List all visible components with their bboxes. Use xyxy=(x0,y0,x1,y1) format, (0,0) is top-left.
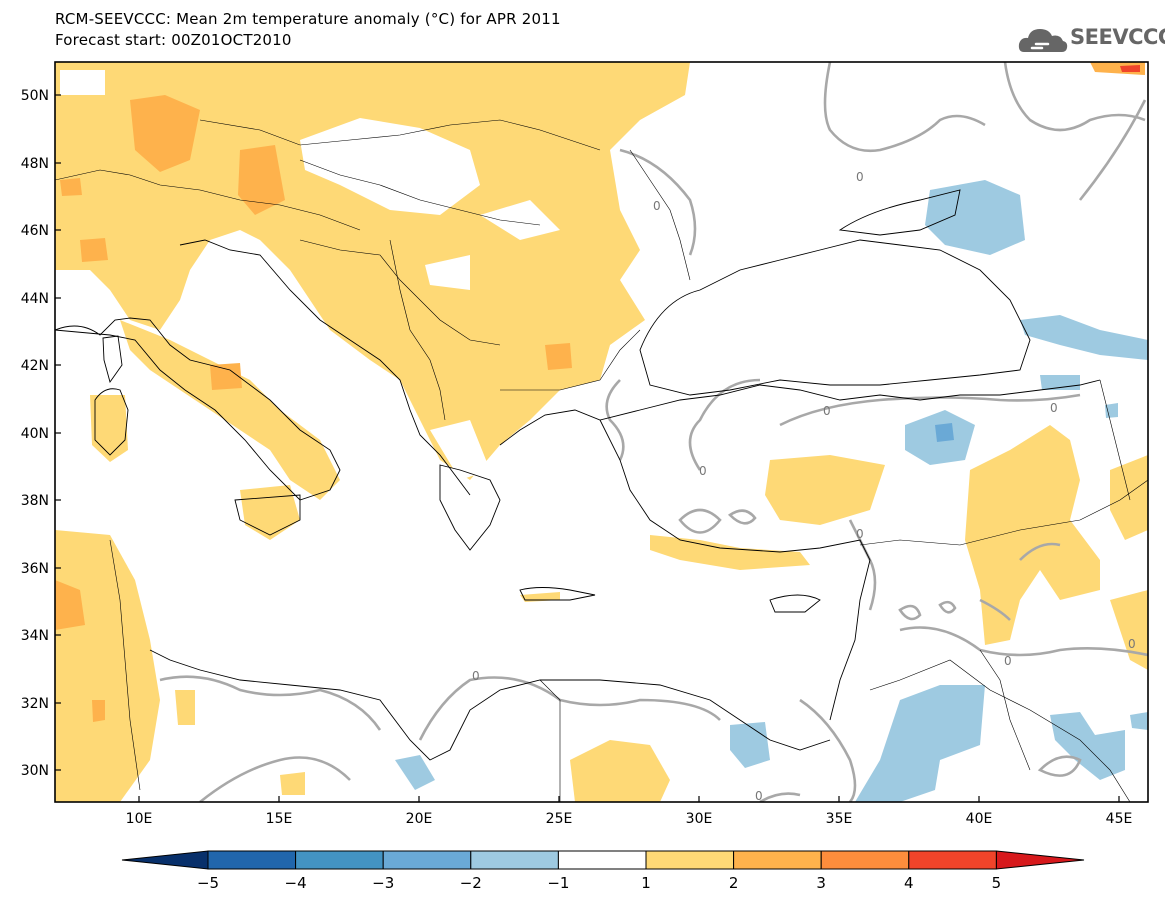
anomaly-shading-strong xyxy=(1120,65,1140,72)
colorbar-label: −5 xyxy=(197,874,219,892)
contour-label: 0 xyxy=(856,170,864,184)
lon-label: 25E xyxy=(546,811,573,827)
lat-label: 42N xyxy=(21,358,49,374)
contour-label: 0 xyxy=(1004,654,1012,668)
map-frame xyxy=(54,61,1149,803)
colorbar-segment xyxy=(207,850,297,870)
lat-label: 46N xyxy=(21,223,49,239)
anomaly-shading-neutral xyxy=(60,70,560,480)
map-area: 0 0 0 0 0 0 0 0 0 0 xyxy=(55,62,1148,803)
longitude-labels: 10E 15E 20E 25E 30E 35E 40E 45E xyxy=(126,811,1133,827)
country-borders xyxy=(55,119,1148,802)
lat-label: 32N xyxy=(21,696,49,712)
colorbar-label: −3 xyxy=(372,874,394,892)
colorbar-label: −4 xyxy=(285,874,307,892)
colorbar-segment xyxy=(557,850,647,870)
contour-label: 0 xyxy=(1050,401,1058,415)
lon-label: 20E xyxy=(406,811,433,827)
logo-text: SEEVCCC xyxy=(1070,25,1165,49)
lat-label: 38N xyxy=(21,493,49,509)
lat-label: 44N xyxy=(21,291,49,307)
forecast-start-subtitle: Forecast start: 00Z01OCT2010 xyxy=(55,31,292,49)
anomaly-shading-warm xyxy=(55,62,1148,802)
cloud-icon xyxy=(1018,29,1068,52)
lon-label: 15E xyxy=(266,811,293,827)
lon-label: 10E xyxy=(126,811,153,827)
anomaly-shading-moderate xyxy=(55,62,1145,722)
colorbar-segment xyxy=(820,850,910,870)
lon-label: 40E xyxy=(966,811,993,827)
lat-label: 50N xyxy=(21,88,49,104)
colorbar-label: 1 xyxy=(641,874,651,892)
contour-label: 0 xyxy=(472,669,480,683)
lon-label: 30E xyxy=(686,811,713,827)
colorbar-label: 4 xyxy=(904,874,914,892)
colorbar-label: 3 xyxy=(816,874,826,892)
colorbar-label: 2 xyxy=(729,874,739,892)
contour-label: 0 xyxy=(699,464,707,478)
anomaly-shading-cool xyxy=(395,180,1148,802)
colorbar-high-arrow xyxy=(995,850,1085,870)
seevccc-logo: SEEVCCC xyxy=(1018,22,1165,58)
contour-label: 0 xyxy=(856,527,864,541)
map-title: RCM-SEEVCCC: Mean 2m temperature anomaly… xyxy=(55,10,561,28)
coastlines xyxy=(55,189,1101,761)
colorbar-label: 5 xyxy=(992,874,1002,892)
colorbar-segment xyxy=(470,850,559,870)
colorbar-segment xyxy=(733,850,822,870)
lat-label: 30N xyxy=(21,763,49,779)
contour-label: 0 xyxy=(653,199,661,213)
colorbar-low-arrow xyxy=(121,850,209,870)
colorbar-segment xyxy=(295,850,384,870)
lon-label: 45E xyxy=(1106,811,1133,827)
lon-label: 35E xyxy=(826,811,853,827)
lat-label: 34N xyxy=(21,628,49,644)
contour-labels: 0 0 0 0 0 0 0 0 0 0 xyxy=(472,170,1136,803)
latitude-labels: 50N 48N 46N 44N 42N 40N 38N 36N 34N 32N … xyxy=(21,88,49,779)
colorbar-label: −1 xyxy=(547,874,569,892)
lat-label: 48N xyxy=(21,156,49,172)
colorbar-segment xyxy=(382,850,472,870)
colorbar-segment xyxy=(645,850,735,870)
axis-ticks xyxy=(55,94,1120,802)
colorbar-label: −2 xyxy=(460,874,482,892)
lat-label: 40N xyxy=(21,426,49,442)
anomaly-shading-cool-core xyxy=(935,423,954,442)
contour-label: 0 xyxy=(755,789,763,803)
contour-label: 0 xyxy=(1128,637,1136,651)
lat-label: 36N xyxy=(21,561,49,577)
colorbar-segment xyxy=(908,850,997,870)
colorbar: −5 −4 −3 −2 −1 1 2 3 4 5 xyxy=(121,850,1085,892)
contour-label: 0 xyxy=(823,404,831,418)
